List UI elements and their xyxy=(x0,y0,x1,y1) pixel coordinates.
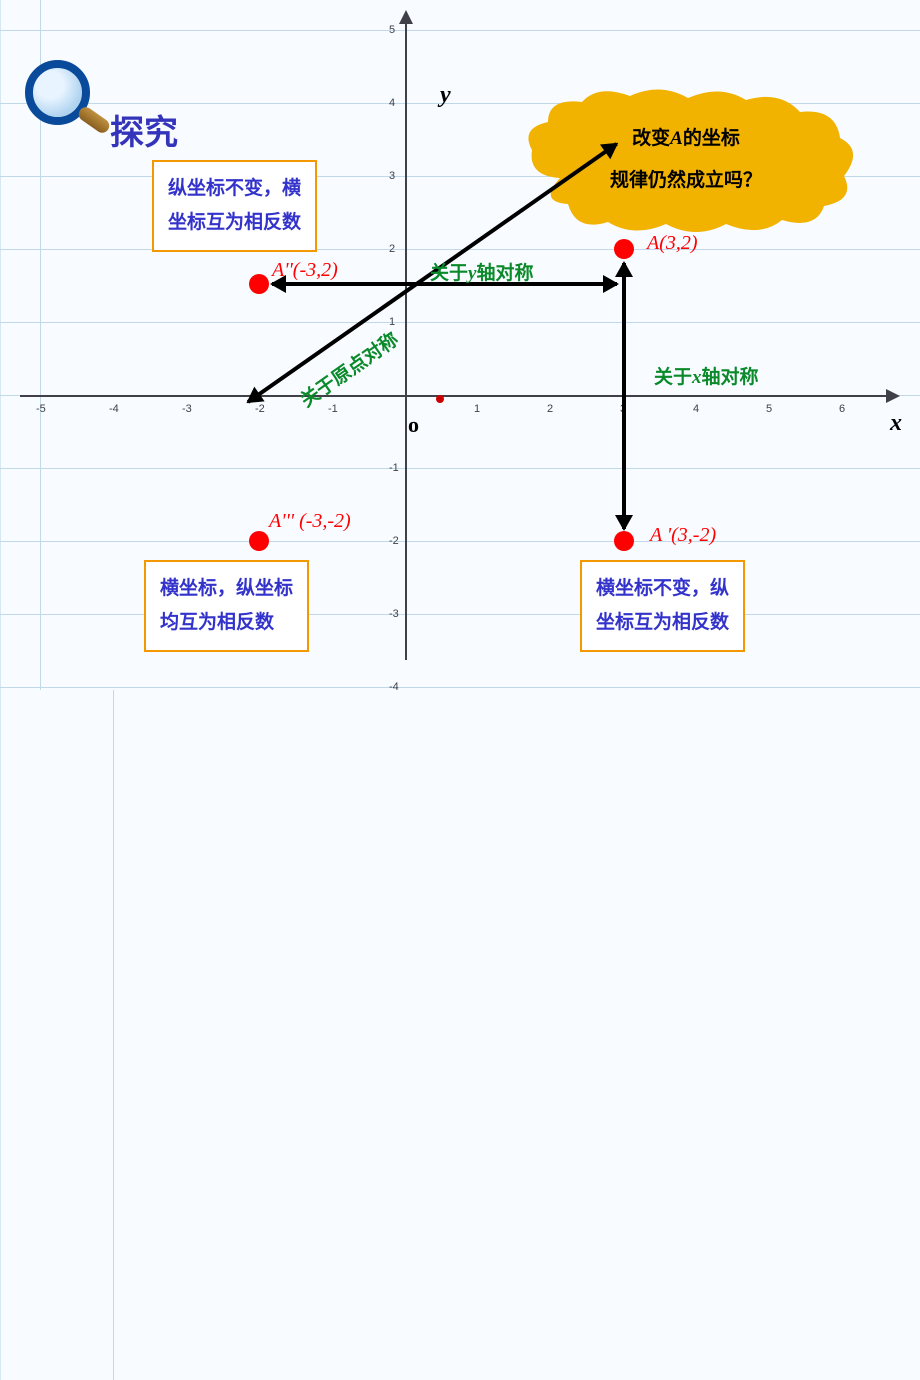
box-br-l2: 坐标互为相反数 xyxy=(596,606,729,640)
label-point-Adprime: A''(-3,2) xyxy=(272,259,338,282)
label-point-Aprime: A '(3,-2) xyxy=(650,524,716,547)
point-Atprime xyxy=(249,531,269,551)
x-axis xyxy=(20,395,890,397)
label-x-symmetry: 关于x轴对称 xyxy=(654,362,759,389)
origin-marker xyxy=(436,395,444,403)
box-bl-l1: 横坐标，纵坐标 xyxy=(160,572,293,606)
point-Adprime xyxy=(249,274,269,294)
point-A xyxy=(614,239,634,259)
box-bl-l2: 均互为相反数 xyxy=(160,606,293,640)
point-Aprime xyxy=(614,531,634,551)
cloud-callout: 改变A的坐标规律仍然成立吗？ xyxy=(520,88,860,228)
origin-label: o xyxy=(408,412,419,438)
box-origin-sym-rule: 横坐标，纵坐标 均互为相反数 xyxy=(144,560,309,652)
label-point-Atprime: A''' (-3,-2) xyxy=(269,510,351,533)
page-title: 探究 xyxy=(110,105,178,154)
arrow-x-symmetry xyxy=(622,263,626,529)
box-tl-l2: 坐标互为相反数 xyxy=(168,206,301,240)
cloud-line1: 改变A的坐标 xyxy=(632,128,740,149)
y-axis-label: y xyxy=(440,82,451,109)
label-y-symmetry: 关于y轴对称 xyxy=(430,258,533,285)
y-axis xyxy=(405,20,407,660)
box-x-sym-rule: 横坐标不变，纵 坐标互为相反数 xyxy=(580,560,745,652)
box-tl-l1: 纵坐标不变，横 xyxy=(168,172,301,206)
x-axis-arrow xyxy=(886,389,900,403)
y-axis-arrow xyxy=(399,10,413,24)
label-point-A: A(3,2) xyxy=(647,232,698,255)
cloud-line2: 规律仍然成立吗？ xyxy=(610,170,762,191)
x-axis-label: x xyxy=(890,410,902,437)
magnifier-icon xyxy=(15,55,115,155)
box-y-sym-rule: 纵坐标不变，横 坐标互为相反数 xyxy=(152,160,317,252)
box-br-l1: 横坐标不变，纵 xyxy=(596,572,729,606)
